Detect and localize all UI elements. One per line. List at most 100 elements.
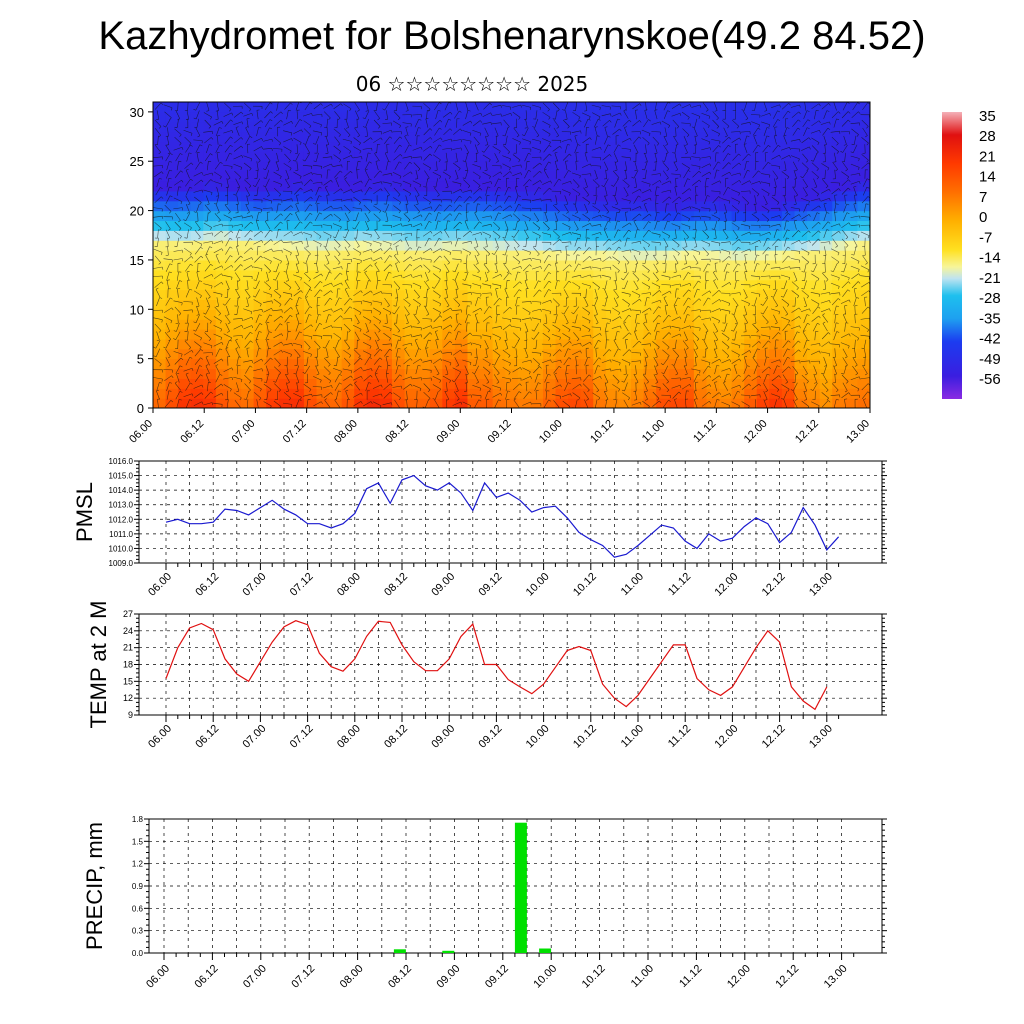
wind-barb: [216, 195, 220, 205]
wind-barb-flag: [347, 134, 351, 138]
wind-barb-flag: [335, 177, 339, 179]
wind-barb: [243, 360, 253, 363]
wind-barb-flag: [290, 205, 293, 208]
wind-barb: [432, 307, 441, 313]
wind-barb-flag: [470, 241, 472, 244]
wind-barb: [475, 203, 478, 213]
heatmap-cell: [643, 220, 657, 231]
heatmap-cell: [379, 240, 393, 251]
wind-barb-flag: [221, 265, 224, 269]
wind-barb-flag: [342, 236, 346, 239]
wind-barb: [203, 283, 213, 287]
wind-barb: [157, 229, 159, 239]
wind-barb: [423, 383, 431, 391]
wind-barb: [176, 280, 180, 290]
heatmap-cell: [794, 171, 808, 182]
wind-barb-flag: [208, 211, 211, 214]
wind-barb-flag: [387, 161, 391, 163]
heatmap-cell: [480, 309, 494, 320]
heatmap-cell: [505, 200, 519, 212]
heatmap-cell: [228, 279, 242, 291]
heatmap-cell: [857, 358, 870, 370]
heatmap-cell: [693, 151, 708, 162]
wind-barb: [542, 120, 551, 126]
wind-barb-flag: [509, 362, 511, 366]
heatmap-cell: [278, 131, 292, 143]
wind-barb-flag: [588, 320, 591, 324]
heatmap-cell: [153, 141, 167, 152]
wind-barb: [525, 237, 528, 247]
wind-barb-flag: [525, 186, 529, 188]
heatmap-cell: [781, 398, 796, 408]
heatmap-cell: [278, 210, 292, 222]
heatmap-cell: [731, 180, 745, 192]
wind-barb: [343, 128, 351, 136]
heatmap-cell: [241, 210, 255, 222]
heatmap-cell: [165, 171, 179, 182]
heatmap-cell: [228, 299, 242, 310]
heatmap-cell: [215, 378, 230, 389]
heatmap-cell: [794, 338, 808, 350]
heatmap-cell: [354, 279, 368, 291]
wind-barb: [186, 152, 190, 162]
heatmap-cell: [392, 299, 406, 310]
heatmap-cell: [807, 161, 821, 172]
wind-barb: [333, 188, 342, 195]
wind-barb: [396, 356, 398, 366]
wind-barb: [305, 297, 310, 306]
wind-barb: [176, 161, 179, 171]
heatmap-cell: [517, 141, 531, 152]
wind-barb: [413, 264, 421, 271]
wind-barb: [235, 178, 240, 187]
wind-barb-flag: [567, 382, 571, 385]
heatmap-cell: [228, 329, 242, 340]
heatmap-cell: [366, 111, 381, 123]
heatmap-cell: [253, 368, 267, 379]
wind-barb-flag: [588, 202, 591, 205]
wind-barb-flag: [478, 399, 482, 402]
heatmap-cell: [807, 210, 821, 222]
wind-barb-flag: [508, 195, 512, 198]
wind-barb-flag: [374, 151, 377, 154]
wind-barb-flag: [477, 270, 480, 274]
heatmap-cell: [542, 161, 557, 172]
wind-barb-flag: [417, 296, 420, 299]
wind-barb-flag: [480, 307, 483, 311]
heatmap-cell: [769, 319, 783, 330]
wind-barb: [174, 128, 182, 135]
heatmap-cell: [165, 279, 179, 291]
heatmap-cell: [844, 111, 859, 123]
heatmap-cell: [542, 269, 557, 281]
wind-barb-flag: [340, 371, 342, 374]
wind-barb-flag: [216, 212, 220, 214]
heatmap-cell: [605, 398, 620, 408]
heatmap-cell: [303, 378, 318, 389]
heatmap-cell: [819, 151, 833, 162]
heatmap-cell: [719, 388, 733, 399]
heatmap-cell: [517, 250, 531, 261]
wind-barb-flag: [428, 270, 431, 273]
heatmap-cell: [203, 210, 217, 222]
wind-barb: [424, 399, 429, 408]
wind-barb-flag: [490, 181, 492, 185]
heatmap-cell: [819, 131, 833, 143]
heatmap-cell: [605, 121, 620, 133]
heatmap-cell: [832, 200, 846, 212]
wind-barb: [167, 127, 169, 137]
wind-barb: [443, 204, 451, 212]
heatmap-cell: [693, 171, 708, 182]
heatmap-cell: [215, 259, 230, 271]
heatmap-cell: [316, 141, 330, 152]
wind-barb-flag: [201, 172, 204, 175]
wind-barb: [553, 102, 560, 110]
heatmap-cell: [215, 210, 230, 222]
wind-barb: [372, 240, 382, 244]
wind-barb: [394, 144, 400, 153]
heatmap-cell: [618, 102, 632, 113]
wind-barb-flag: [265, 219, 268, 222]
heatmap-cell: [303, 161, 318, 172]
wind-barb: [332, 223, 342, 228]
heatmap-cell: [153, 121, 167, 133]
heatmap-cell: [656, 210, 670, 222]
wind-barb-flag: [411, 343, 413, 346]
